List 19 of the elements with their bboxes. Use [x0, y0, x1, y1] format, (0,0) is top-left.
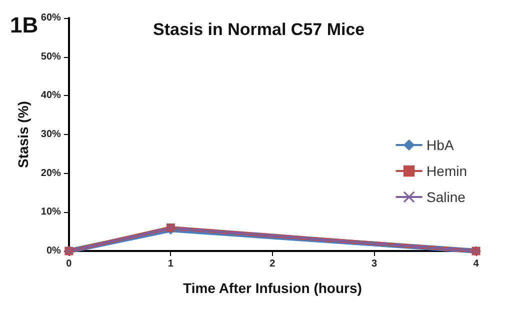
x-tick-label: 0: [66, 258, 72, 270]
x-tick-label: 2: [270, 258, 276, 270]
y-tick-label: 0%: [46, 246, 62, 256]
y-tick-label: 20%: [40, 168, 62, 179]
y-tick-label: 60%: [40, 12, 62, 24]
chart-title: Stasis in Normal C57 Mice: [153, 20, 365, 39]
text: 1B: [10, 12, 38, 38]
y-tick-label: 30%: [40, 129, 62, 140]
y-tick-label: 50%: [40, 51, 62, 62]
x-tick-label: 4: [473, 258, 480, 270]
x-tick-label: 3: [371, 258, 378, 270]
y-axis-title: Stasis (%): [15, 101, 31, 168]
y-tick-label: 40%: [40, 90, 62, 102]
x-tick-label: 1: [168, 258, 174, 270]
legend-label: Hemin: [426, 163, 468, 179]
y-tick-label: 10%: [40, 206, 62, 218]
x-axis-title: Time After Infusion (hours): [183, 280, 362, 296]
legend-label: HbA: [426, 137, 454, 153]
legend-label: Saline: [426, 189, 466, 205]
